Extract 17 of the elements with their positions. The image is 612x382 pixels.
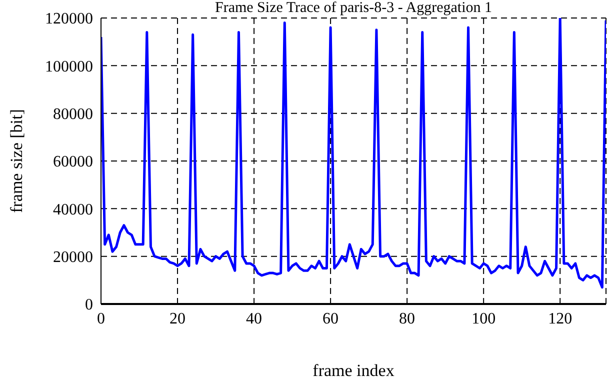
y-tick-label: 80000 — [53, 106, 93, 124]
y-axis-title: frame size [bit] — [7, 109, 26, 213]
y-tick-label: 40000 — [53, 201, 93, 218]
y-tick-label: 0 — [85, 296, 93, 314]
x-tick-label: 0 — [97, 310, 105, 328]
chart-title: Frame Size Trace of paris-8-3 - Aggregation 1 — [214, 0, 494, 17]
x-axis-title: frame index — [312, 361, 395, 380]
y-tick-label: 100000 — [45, 58, 93, 76]
y-tick-label: 120000 — [45, 10, 93, 28]
x-tick-label: 20 — [170, 310, 186, 328]
x-tick-label: 100 — [472, 310, 496, 328]
x-tick-label: 80 — [399, 310, 416, 328]
x-tick-label: 60 — [322, 310, 339, 328]
y-tick-label: 60000 — [53, 154, 93, 171]
x-tick-label: 120 — [548, 310, 572, 328]
x-tick-label: 40 — [246, 310, 262, 328]
y-tick-label: 20000 — [53, 249, 93, 266]
